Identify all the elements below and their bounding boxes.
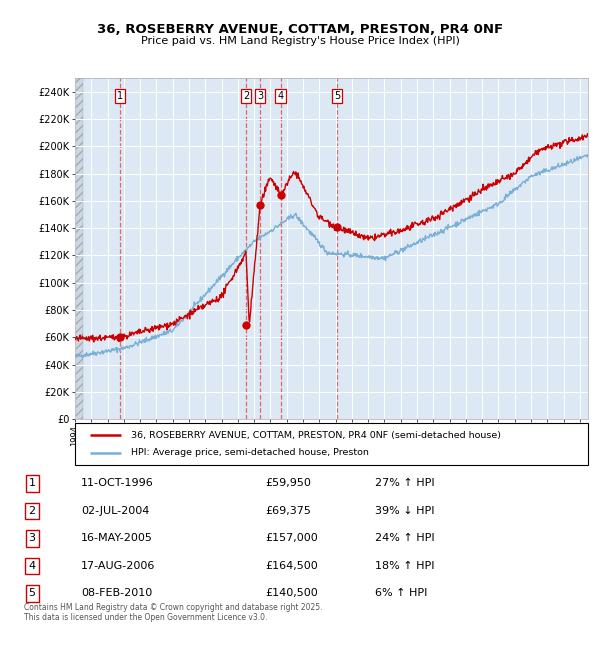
Text: 08-FEB-2010: 08-FEB-2010 xyxy=(81,588,152,599)
Text: 5: 5 xyxy=(334,91,340,101)
Text: 5: 5 xyxy=(29,588,35,599)
Text: Price paid vs. HM Land Registry's House Price Index (HPI): Price paid vs. HM Land Registry's House … xyxy=(140,36,460,46)
Text: 3: 3 xyxy=(257,91,263,101)
Text: 2: 2 xyxy=(29,506,36,516)
Text: £69,375: £69,375 xyxy=(265,506,311,516)
Text: 16-MAY-2005: 16-MAY-2005 xyxy=(81,534,153,543)
Text: 18% ↑ HPI: 18% ↑ HPI xyxy=(375,561,434,571)
Text: 2: 2 xyxy=(243,91,249,101)
Text: 11-OCT-1996: 11-OCT-1996 xyxy=(81,478,154,488)
Text: £164,500: £164,500 xyxy=(265,561,318,571)
Text: 27% ↑ HPI: 27% ↑ HPI xyxy=(375,478,434,488)
FancyBboxPatch shape xyxy=(75,422,588,465)
Text: 1: 1 xyxy=(117,91,124,101)
Text: Contains HM Land Registry data © Crown copyright and database right 2025.
This d: Contains HM Land Registry data © Crown c… xyxy=(23,603,322,623)
Text: 02-JUL-2004: 02-JUL-2004 xyxy=(81,506,149,516)
Text: 4: 4 xyxy=(278,91,284,101)
Text: 3: 3 xyxy=(29,534,35,543)
Text: 17-AUG-2006: 17-AUG-2006 xyxy=(81,561,155,571)
Text: 4: 4 xyxy=(29,561,36,571)
Text: 6% ↑ HPI: 6% ↑ HPI xyxy=(375,588,427,599)
Text: 39% ↓ HPI: 39% ↓ HPI xyxy=(375,506,434,516)
Text: 24% ↑ HPI: 24% ↑ HPI xyxy=(375,534,434,543)
Text: 1: 1 xyxy=(29,478,35,488)
Text: £140,500: £140,500 xyxy=(265,588,318,599)
Text: 36, ROSEBERRY AVENUE, COTTAM, PRESTON, PR4 0NF: 36, ROSEBERRY AVENUE, COTTAM, PRESTON, P… xyxy=(97,23,503,36)
Text: £157,000: £157,000 xyxy=(265,534,318,543)
Text: £59,950: £59,950 xyxy=(265,478,311,488)
Text: HPI: Average price, semi-detached house, Preston: HPI: Average price, semi-detached house,… xyxy=(131,448,370,458)
Text: 36, ROSEBERRY AVENUE, COTTAM, PRESTON, PR4 0NF (semi-detached house): 36, ROSEBERRY AVENUE, COTTAM, PRESTON, P… xyxy=(131,431,502,439)
